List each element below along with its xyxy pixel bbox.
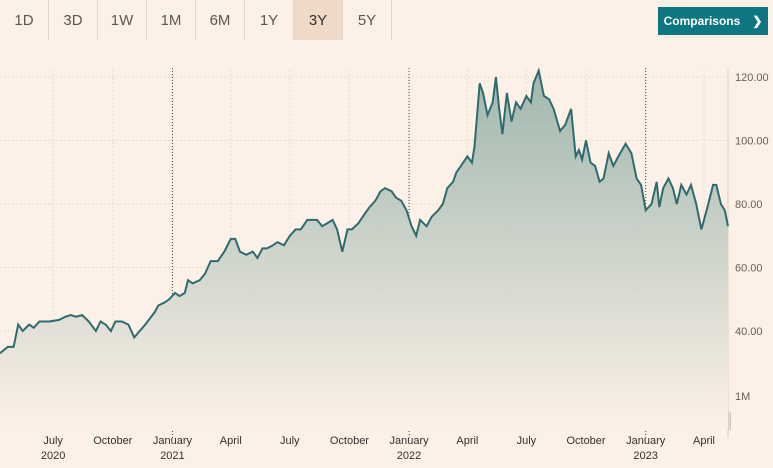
x-year-label: 2022 (397, 450, 421, 462)
x-tick-label: January (389, 435, 429, 447)
x-tick-label: January (626, 435, 666, 447)
x-tick-label: January (153, 435, 193, 447)
price-line (0, 67, 729, 354)
y-tick-label: 80.00 (735, 199, 763, 211)
x-year-label: 2021 (160, 450, 184, 462)
y-tick-label: 40.00 (735, 326, 763, 338)
comparisons-label: Comparisons (663, 14, 741, 28)
y-tick-label: 120.00 (735, 72, 769, 84)
tab-1d[interactable]: 1D (0, 0, 49, 40)
volume-tick-label: 1M (735, 391, 750, 403)
x-tick-label: October (93, 435, 132, 447)
x-tick-label: July (280, 435, 300, 447)
x-year-label: 2020 (41, 450, 65, 462)
x-tick-label: April (456, 435, 478, 447)
comparisons-button[interactable]: Comparisons ❯ (658, 7, 768, 35)
tab-1y[interactable]: 1Y (245, 0, 294, 40)
price-area (0, 70, 728, 430)
x-tick-label: April (220, 435, 242, 447)
x-tick-label: October (566, 435, 605, 447)
y-tick-label: 60.00 (735, 263, 763, 275)
x-year-label: 2023 (633, 450, 657, 462)
tab-6m[interactable]: 6M (196, 0, 245, 40)
tab-3d[interactable]: 3D (49, 0, 98, 40)
volume-bar (729, 412, 731, 430)
x-tick-label: July (517, 435, 537, 447)
x-tick-label: April (693, 435, 715, 447)
tab-5y[interactable]: 5Y (343, 0, 392, 40)
tab-1m[interactable]: 1M (147, 0, 196, 40)
range-tabs: 1D 3D 1W 1M 6M 1Y 3Y 5Y (0, 0, 392, 40)
x-tick-label: July (43, 435, 63, 447)
x-tick-label: October (330, 435, 369, 447)
tab-1w[interactable]: 1W (98, 0, 147, 40)
y-tick-label: 100.00 (735, 136, 769, 148)
volume-bar (727, 410, 729, 430)
tab-3y[interactable]: 3Y (294, 0, 343, 40)
chevron-right-icon: ❯ (752, 14, 763, 28)
